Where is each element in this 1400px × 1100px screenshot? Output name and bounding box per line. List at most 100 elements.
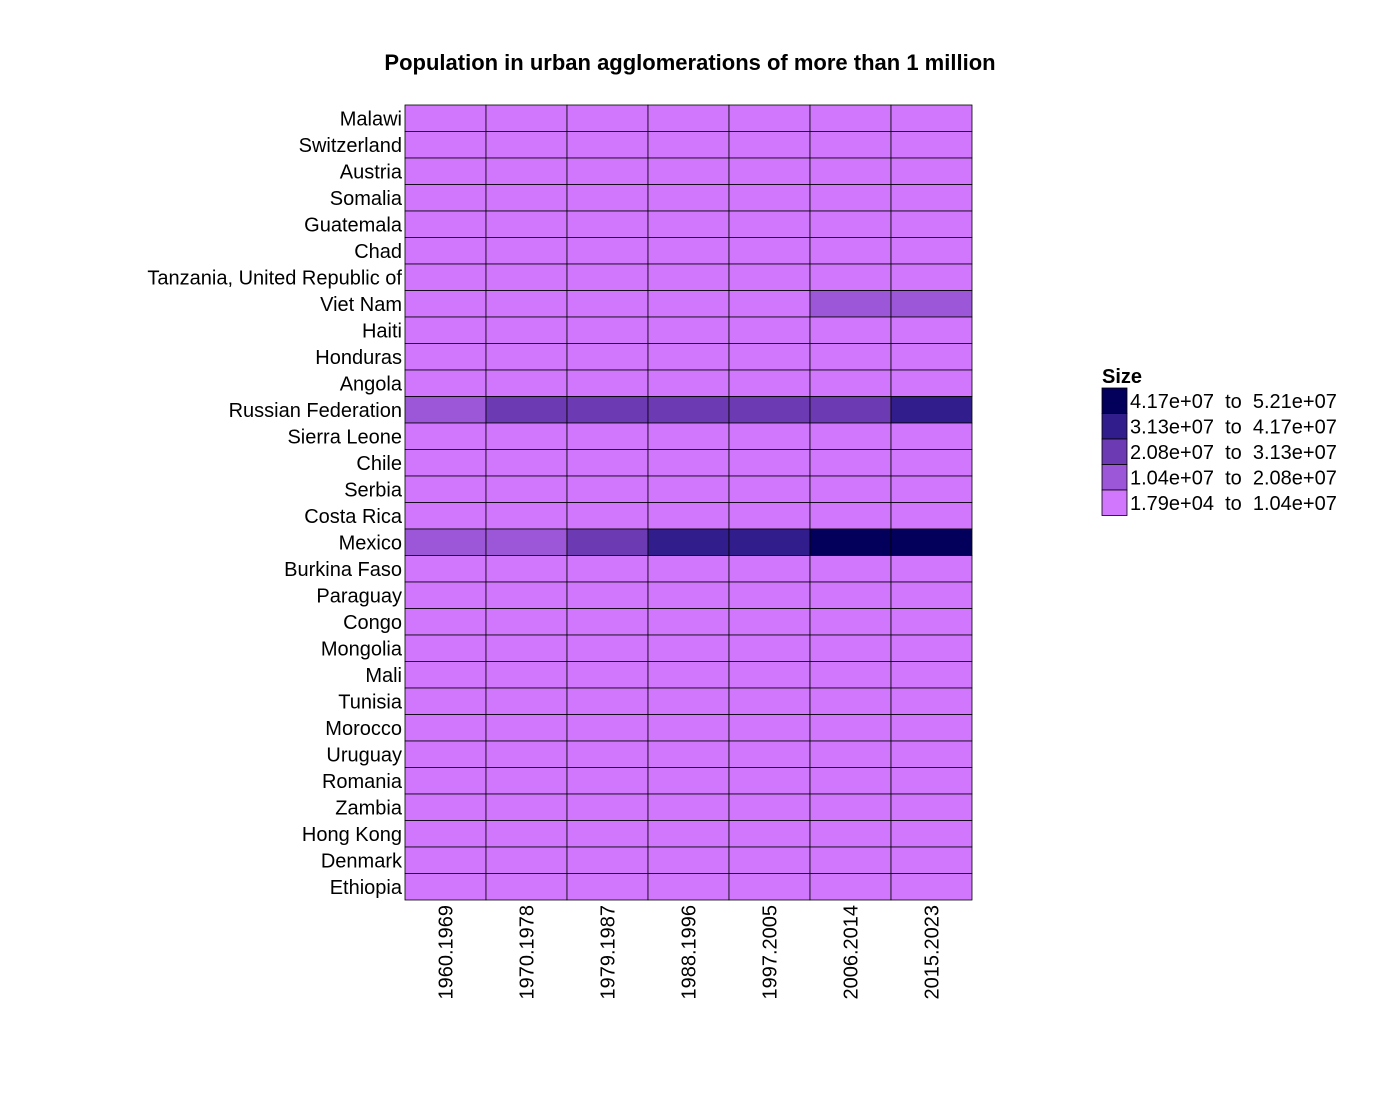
heatmap-cell [485,846,568,874]
heatmap-cell [809,396,892,424]
heatmap-cell [728,502,811,530]
heatmap-cell [890,740,973,768]
heatmap-cell [485,634,568,662]
heatmap-cell [809,740,892,768]
heatmap-cell [566,396,649,424]
heatmap-cell [647,131,730,159]
row-label: Costa Rica [304,506,403,528]
heatmap-cell [647,449,730,477]
heatmap-cell [809,237,892,265]
heatmap-cell [890,422,973,450]
row-label: Romania [322,771,403,793]
heatmap-cell [809,290,892,318]
heatmap-cell [566,157,649,185]
heatmap-cell [809,555,892,583]
heatmap-cell [566,316,649,344]
heatmap-cell [485,714,568,742]
heatmap-cell [890,687,973,715]
row-label: Honduras [315,347,402,369]
heatmap-cell [566,608,649,636]
heatmap-cell [404,793,487,821]
heatmap-cell [566,369,649,397]
heatmap-cell [485,740,568,768]
heatmap-cell [566,237,649,265]
heatmap-cell [566,210,649,238]
heatmap-cell [728,210,811,238]
row-label: Haiti [362,320,402,342]
heatmap-cell [728,475,811,503]
heatmap-cell [404,581,487,609]
heatmap-cell [566,740,649,768]
heatmap-cell [485,661,568,689]
row-label: Zambia [335,797,403,819]
heatmap-cell [647,528,730,556]
heatmap-cell [485,449,568,477]
heatmap-cell [566,290,649,318]
heatmap-cell [728,369,811,397]
heatmap-cell [647,369,730,397]
heatmap-cell [728,740,811,768]
heatmap-cell [566,634,649,662]
heatmap-cell [728,687,811,715]
column-label: 1979.1987 [598,905,620,1000]
column-label: 1997.2005 [760,905,782,1000]
heatmap-cell [809,846,892,874]
heatmap-cell [728,184,811,212]
heatmap-cell [809,528,892,556]
heatmap-cell [566,714,649,742]
heatmap-cell [485,687,568,715]
heatmap-cell [728,131,811,159]
heatmap-cell [404,475,487,503]
heatmap-cell [647,687,730,715]
heatmap-cell [890,793,973,821]
heatmap-cell [728,237,811,265]
legend-swatch [1101,438,1128,465]
heatmap-cell [890,263,973,291]
heatmap-cell [404,528,487,556]
heatmap-cell [647,581,730,609]
heatmap-cell [404,846,487,874]
heatmap-cell [566,846,649,874]
heatmap-cell [566,263,649,291]
heatmap-cell [809,767,892,795]
heatmap-cell [485,475,568,503]
heatmap-cell [404,449,487,477]
heatmap-cell [647,767,730,795]
heatmap-cell [566,104,649,132]
heatmap-cell [404,369,487,397]
legend-title: Size [1102,366,1142,388]
heatmap-cell [890,634,973,662]
heatmap-cell [890,210,973,238]
heatmap-cell [728,157,811,185]
row-label: Guatemala [304,214,403,236]
heatmap-cell [728,820,811,848]
heatmap-cell [728,608,811,636]
heatmap-cell [404,316,487,344]
heatmap-cell [728,316,811,344]
row-label: Mali [365,665,402,687]
chart-title: Population in urban agglomerations of mo… [384,50,995,75]
heatmap-cell [728,555,811,583]
heatmap-cell [809,184,892,212]
heatmap-cell [566,767,649,795]
row-label: Somalia [330,188,403,210]
row-label: Chile [356,453,402,475]
heatmap-cell [404,873,487,901]
heatmap-cells [404,104,973,901]
legend-label: 2.08e+07 to 3.13e+07 [1130,442,1337,464]
heatmap-cell [485,873,568,901]
heatmap-cell [485,157,568,185]
heatmap-cell [647,873,730,901]
heatmap-cell [647,263,730,291]
heatmap-cell [728,528,811,556]
heatmap-cell [728,263,811,291]
heatmap-cell [728,767,811,795]
heatmap-cell [809,661,892,689]
heatmap-cell [566,502,649,530]
heatmap-cell [485,396,568,424]
heatmap-cell [809,422,892,450]
row-label: Malawi [340,108,402,130]
column-labels: 1960.1969 1970.1978 1979.1987 1988.1996 1997… [436,905,944,1000]
heatmap-cell [890,104,973,132]
row-label: Burkina Faso [284,559,402,581]
